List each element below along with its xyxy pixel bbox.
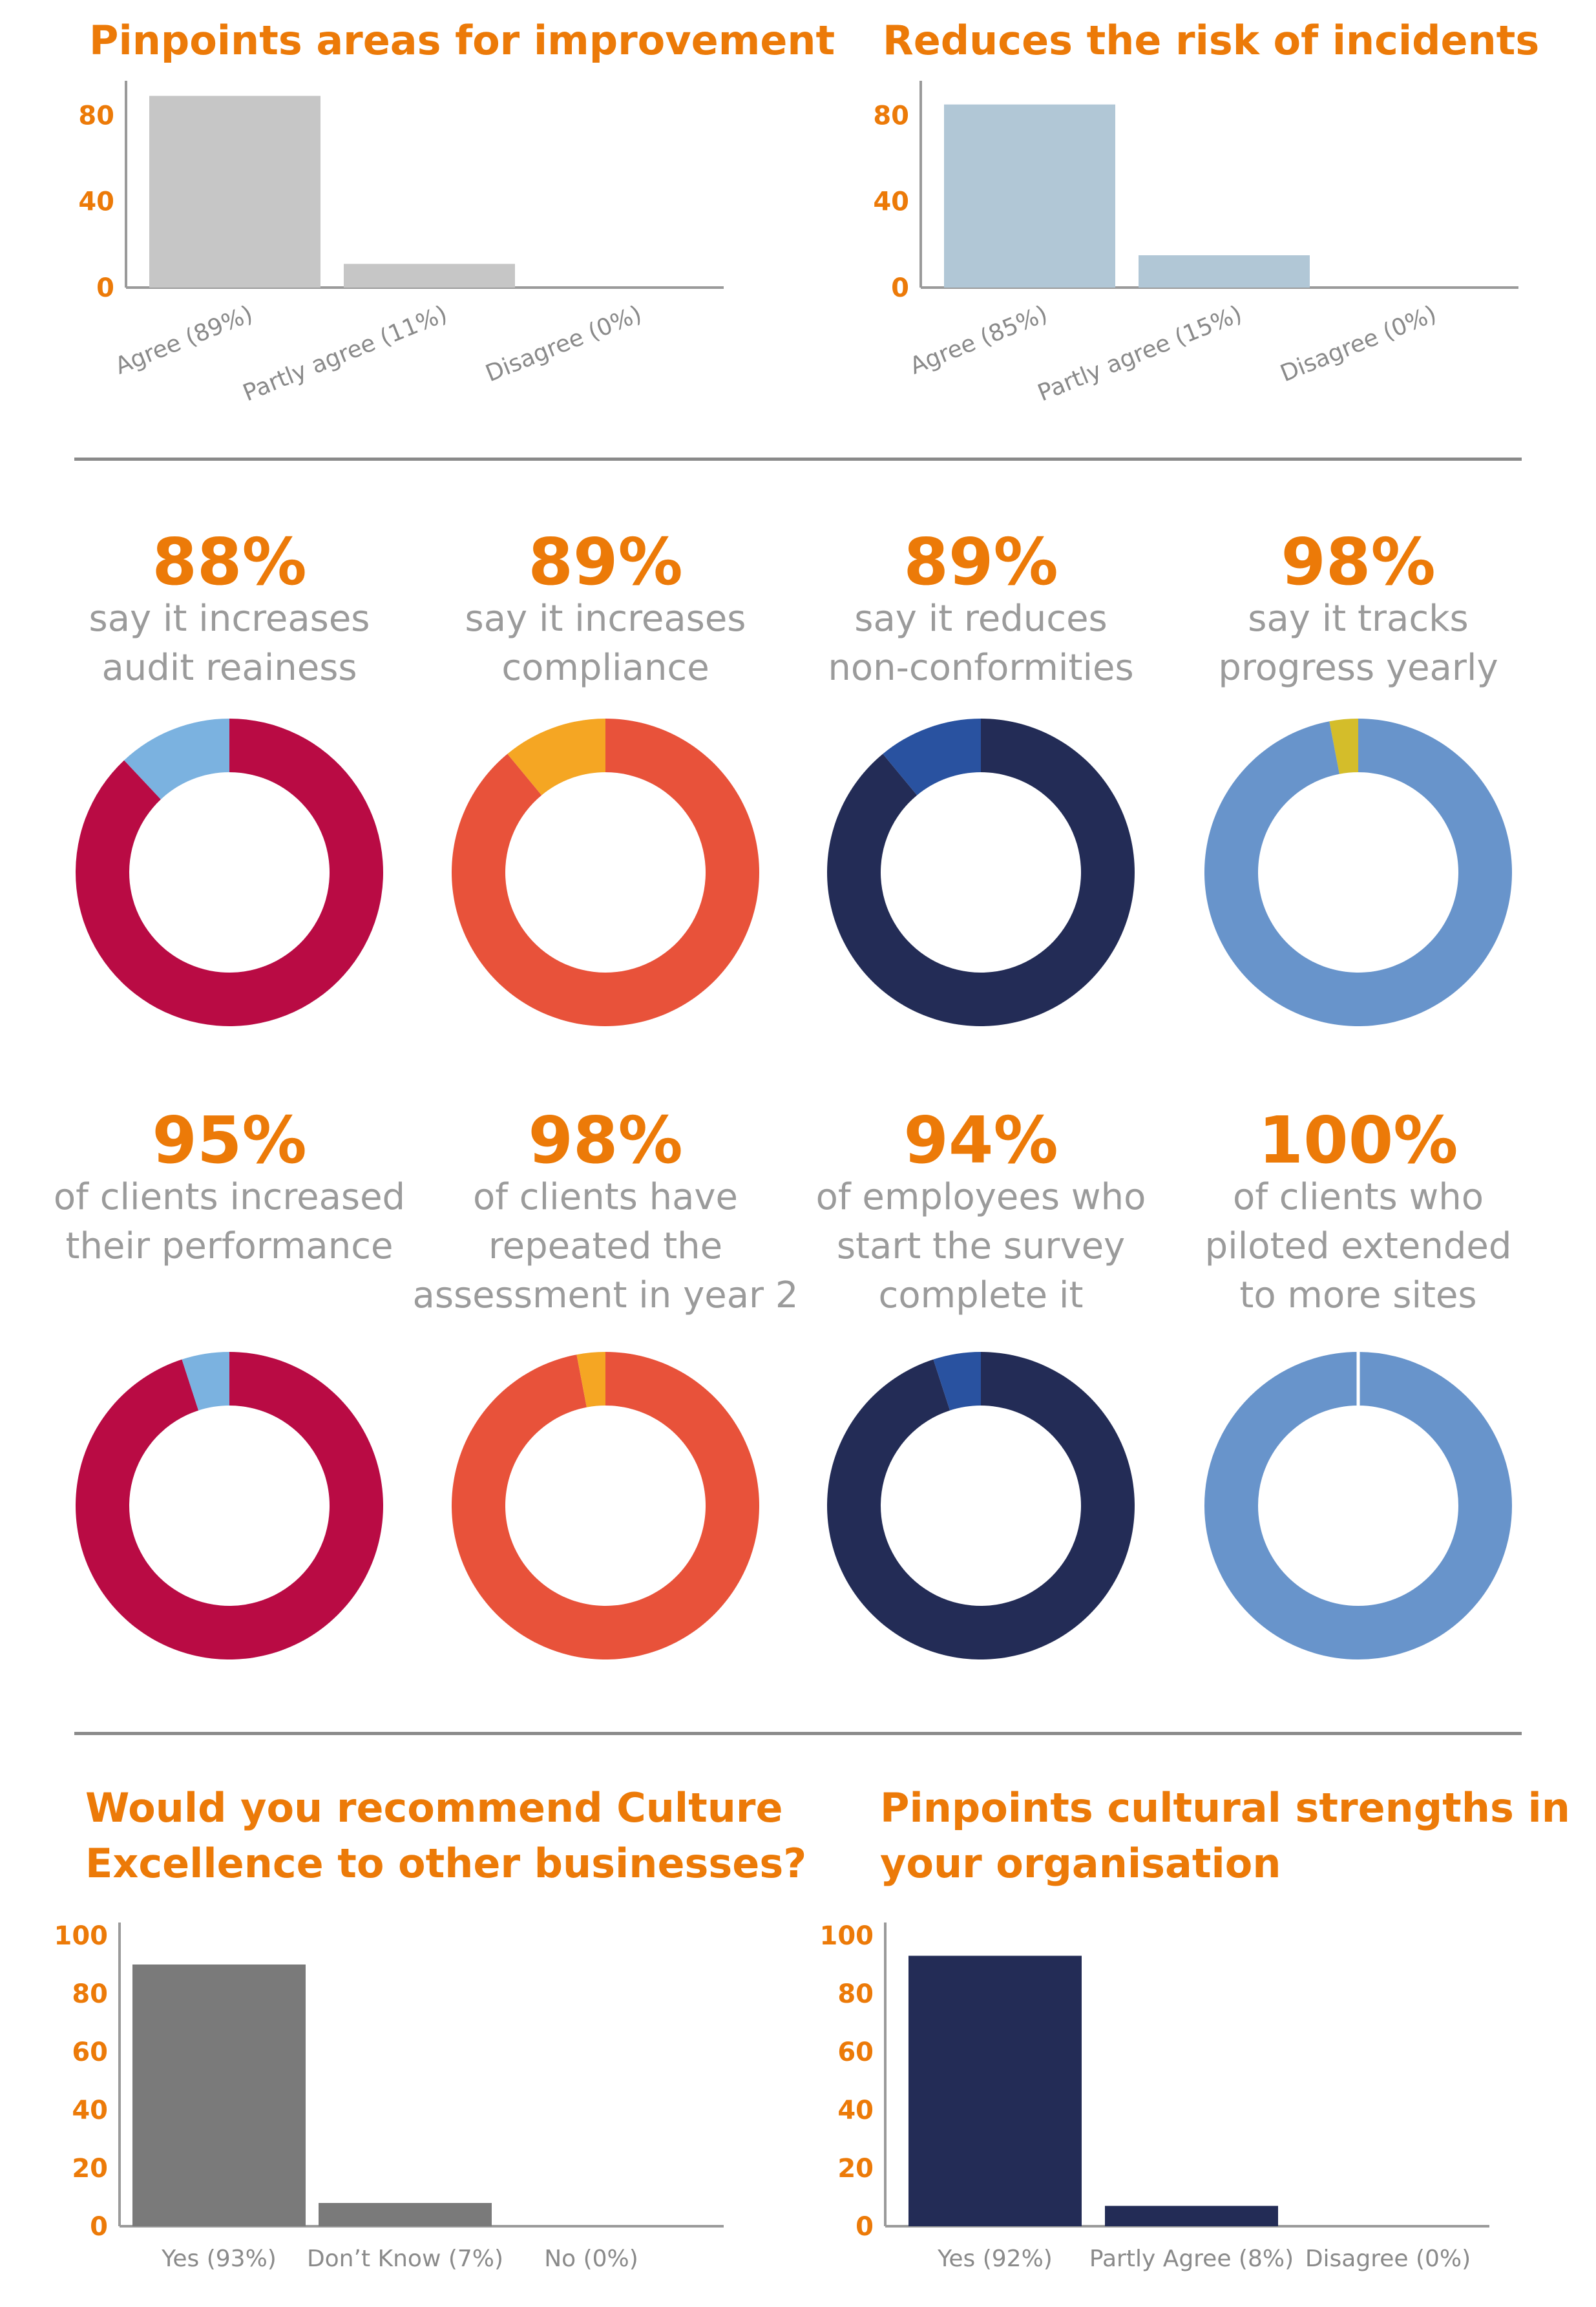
stat-nonconformities-percent: 89% (903, 524, 1058, 600)
bar (908, 1955, 1082, 2226)
incidents-bar-chart: 0 40 80 Agree (85%)Partly agree (15%) Disagr… (873, 81, 1518, 406)
stat-repeated-percent: 98% (528, 1102, 683, 1178)
y-tick-label: 40 (837, 2096, 874, 2125)
y-tick-label: 0 (90, 2212, 108, 2242)
progress-donut-chart (1204, 719, 1512, 1026)
donut-slice (933, 1352, 981, 1411)
x-category-label: Yes (93%) (161, 2246, 277, 2272)
donut-slice (76, 1352, 383, 1659)
stat-survey-percent: 94% (903, 1102, 1058, 1178)
audit-donut-chart (75, 719, 383, 1026)
donut-slice (883, 719, 981, 795)
donut-slice (1204, 1352, 1512, 1659)
compliance-donut-chart (452, 719, 759, 1026)
donut-slice (1329, 719, 1358, 774)
performance-donut-chart (76, 1352, 383, 1659)
y-tick-label: 80 (78, 101, 114, 131)
stat-performance-description: of clients increased their performance (53, 1176, 406, 1267)
y-tick-label: 80 (72, 1979, 108, 2009)
incidents-title: Reduces the risk of incidents (883, 17, 1540, 64)
y-tick-label: 20 (837, 2154, 874, 2184)
x-category-label: Yes (92%) (937, 2246, 1053, 2272)
extended-donut-chart (1204, 1352, 1512, 1659)
stat-survey-description: of employees who start the survey comple… (815, 1176, 1146, 1316)
stat-compliance-description: say it increases compliance (465, 598, 746, 689)
x-category-label: Partly Agree (8%) (1089, 2246, 1294, 2272)
y-tick-label: 100 (54, 1921, 109, 1951)
stat-audit-percent: 88% (152, 524, 307, 600)
stat-repeated-description: of clients have repeated the assessment … (412, 1176, 799, 1316)
stat-nonconformities-description: say it reduces non-conformities (828, 598, 1134, 689)
stat-progress-percent: 98% (1281, 524, 1436, 600)
donut-slice (576, 1352, 605, 1407)
donut-slice (452, 719, 759, 1026)
donut-slice (182, 1352, 229, 1411)
bar (1105, 2206, 1278, 2226)
stat-performance-percent: 95% (152, 1102, 307, 1178)
y-tick-label: 0 (96, 273, 114, 303)
bar (149, 96, 320, 288)
bar (132, 1965, 306, 2226)
x-category-label: Don’t Know (7%) (307, 2246, 503, 2272)
y-tick-label: 0 (856, 2212, 874, 2242)
y-tick-label: 80 (837, 1979, 874, 2009)
bar (944, 104, 1115, 288)
donut-slice (507, 719, 605, 795)
donut-slice (827, 1352, 1135, 1659)
x-category-label: Partly agree (15%) (1034, 300, 1245, 406)
donut-slice (1204, 719, 1512, 1026)
x-category-label: Agree (89%) (112, 300, 257, 379)
y-tick-label: 0 (891, 273, 909, 303)
y-tick-label: 40 (72, 2096, 108, 2125)
y-tick-label: 60 (72, 2038, 108, 2067)
improvement-title: Pinpoints areas for improvement (89, 17, 835, 64)
repeated-donut-chart (452, 1352, 759, 1659)
x-category-label: Disagree (0%) (1305, 2246, 1471, 2272)
stat-compliance-percent: 89% (528, 524, 683, 600)
stat-extended-percent: 100% (1258, 1102, 1458, 1178)
stat-extended-description: of clients who piloted extended to more … (1204, 1176, 1512, 1316)
donut-slice (452, 1352, 759, 1659)
top-divider (74, 458, 1522, 461)
donut-slice (75, 719, 383, 1026)
bar (1139, 255, 1310, 288)
x-category-label: Partly agree (11%) (239, 300, 450, 406)
strengths-title: Pinpoints cultural strengths in your org… (880, 1784, 1570, 1887)
bar (319, 2203, 492, 2226)
x-category-label: Agree (85%) (907, 300, 1051, 379)
y-tick-label: 40 (873, 187, 909, 217)
x-category-label: Disagree (0%) (1277, 300, 1440, 387)
x-category-label: Disagree (0%) (482, 300, 646, 387)
survey-donut-chart (827, 1352, 1135, 1659)
x-category-label: No (0%) (544, 2246, 638, 2272)
y-tick-label: 40 (78, 187, 114, 217)
y-tick-label: 60 (837, 2038, 874, 2067)
donut-slice (124, 719, 229, 800)
y-tick-label: 80 (873, 101, 909, 131)
stat-progress-description: say it tracks progress yearly (1218, 598, 1498, 689)
bottom-divider (74, 1732, 1522, 1735)
improvement-bar-chart: 0 40 80 Agree (89%)Partly agree (11%) Disagr… (78, 81, 724, 406)
y-tick-label: 20 (72, 2154, 108, 2184)
strengths-bar-chart: 0 20 40 60 80 100 Yes (92%) Partly Agree (8%) Di… (820, 1921, 1489, 2272)
stat-audit-description: say it increases audit reainess (89, 598, 370, 689)
recommend-bar-chart: 0 20 40 60 80 100 Yes (93%) Don’t Know (7%) No (… (54, 1921, 724, 2272)
nonconformities-donut-chart (827, 719, 1135, 1026)
recommend-title: Would you recommend Culture Excellence t… (85, 1784, 807, 1887)
y-tick-label: 100 (820, 1921, 874, 1951)
donut-slice (827, 719, 1135, 1026)
bar (344, 264, 515, 288)
